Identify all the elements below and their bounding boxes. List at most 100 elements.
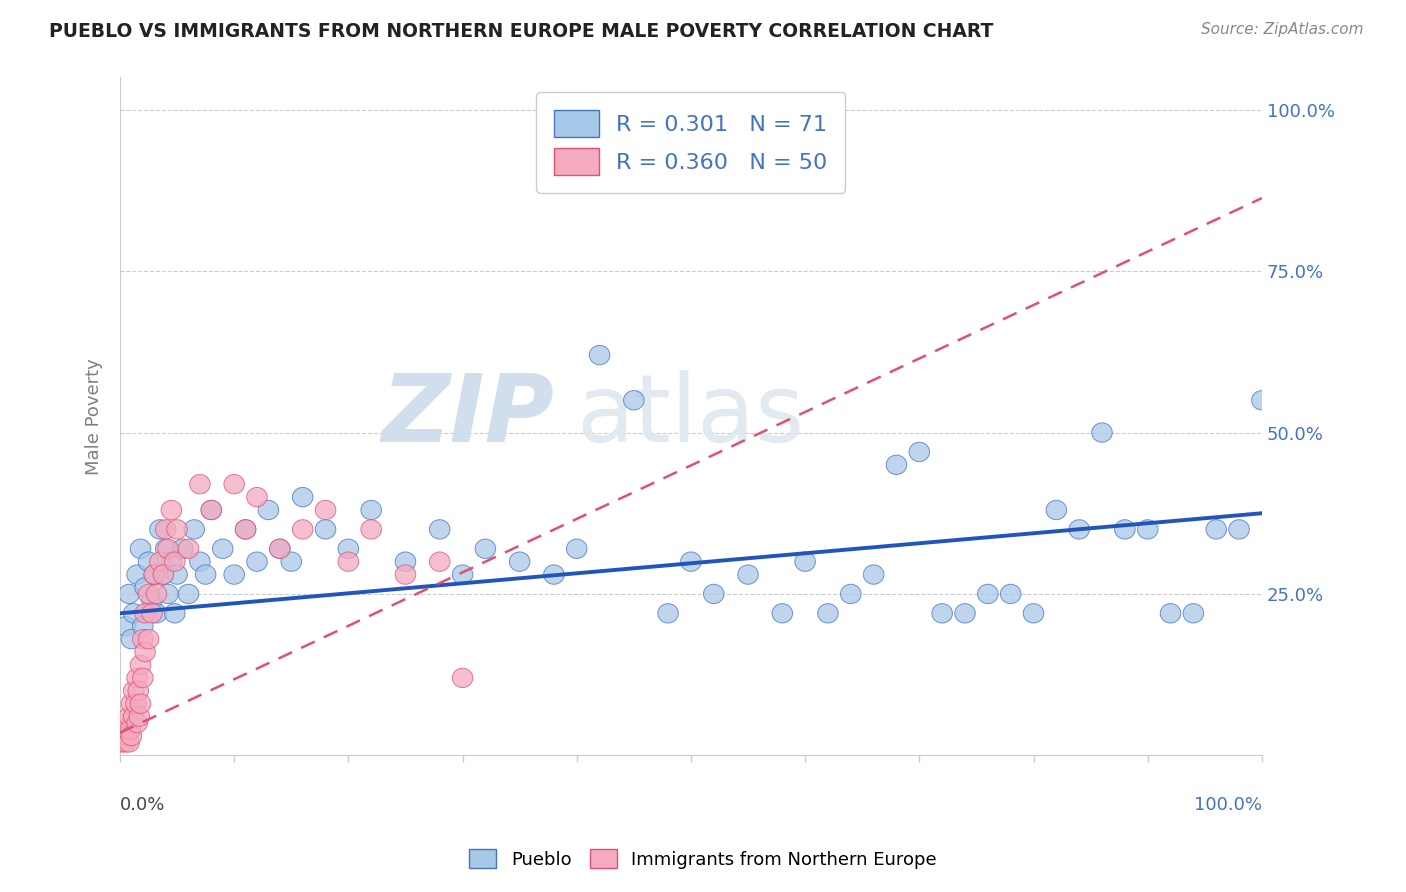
Ellipse shape xyxy=(156,539,176,558)
Ellipse shape xyxy=(201,500,222,520)
Ellipse shape xyxy=(165,552,186,572)
Ellipse shape xyxy=(142,604,162,623)
Ellipse shape xyxy=(138,584,159,604)
Ellipse shape xyxy=(190,552,209,572)
Ellipse shape xyxy=(146,584,167,604)
Ellipse shape xyxy=(772,604,793,623)
Ellipse shape xyxy=(281,552,301,572)
Ellipse shape xyxy=(977,584,998,604)
Ellipse shape xyxy=(738,565,758,584)
Ellipse shape xyxy=(117,714,138,732)
Ellipse shape xyxy=(395,565,416,584)
Ellipse shape xyxy=(567,539,588,558)
Ellipse shape xyxy=(315,520,336,539)
Ellipse shape xyxy=(1069,520,1090,539)
Ellipse shape xyxy=(863,565,884,584)
Legend: Pueblo, Immigrants from Northern Europe: Pueblo, Immigrants from Northern Europe xyxy=(463,842,943,876)
Ellipse shape xyxy=(703,584,724,604)
Ellipse shape xyxy=(135,604,156,623)
Ellipse shape xyxy=(818,604,838,623)
Ellipse shape xyxy=(124,681,143,700)
Ellipse shape xyxy=(120,720,141,739)
Ellipse shape xyxy=(1091,423,1112,442)
Ellipse shape xyxy=(124,707,143,726)
Ellipse shape xyxy=(131,694,150,714)
Ellipse shape xyxy=(127,668,148,688)
Ellipse shape xyxy=(167,520,187,539)
Text: atlas: atlas xyxy=(576,370,806,462)
Ellipse shape xyxy=(955,604,976,623)
Ellipse shape xyxy=(361,520,381,539)
Ellipse shape xyxy=(162,552,181,572)
Text: Source: ZipAtlas.com: Source: ZipAtlas.com xyxy=(1201,22,1364,37)
Ellipse shape xyxy=(1251,391,1272,410)
Ellipse shape xyxy=(120,584,139,604)
Ellipse shape xyxy=(1160,604,1181,623)
Ellipse shape xyxy=(112,726,134,746)
Ellipse shape xyxy=(681,552,702,572)
Ellipse shape xyxy=(1229,520,1250,539)
Ellipse shape xyxy=(146,604,167,623)
Ellipse shape xyxy=(623,391,644,410)
Ellipse shape xyxy=(292,520,314,539)
Ellipse shape xyxy=(259,500,278,520)
Ellipse shape xyxy=(270,539,290,558)
Ellipse shape xyxy=(138,630,159,648)
Ellipse shape xyxy=(132,668,153,688)
Ellipse shape xyxy=(932,604,952,623)
Ellipse shape xyxy=(509,552,530,572)
Ellipse shape xyxy=(132,630,153,648)
Ellipse shape xyxy=(112,732,132,752)
Ellipse shape xyxy=(453,565,472,584)
Ellipse shape xyxy=(132,616,153,636)
Ellipse shape xyxy=(1206,520,1226,539)
Ellipse shape xyxy=(235,520,256,539)
Ellipse shape xyxy=(201,500,222,520)
Ellipse shape xyxy=(453,668,472,688)
Ellipse shape xyxy=(129,707,149,726)
Ellipse shape xyxy=(544,565,564,584)
Ellipse shape xyxy=(195,565,217,584)
Ellipse shape xyxy=(162,500,181,520)
Ellipse shape xyxy=(270,539,290,558)
Ellipse shape xyxy=(224,475,245,494)
Ellipse shape xyxy=(124,604,143,623)
Ellipse shape xyxy=(246,552,267,572)
Ellipse shape xyxy=(886,455,907,475)
Legend: R = 0.301   N = 71, R = 0.360   N = 50: R = 0.301 N = 71, R = 0.360 N = 50 xyxy=(537,92,845,193)
Ellipse shape xyxy=(118,726,138,746)
Ellipse shape xyxy=(841,584,860,604)
Ellipse shape xyxy=(658,604,678,623)
Ellipse shape xyxy=(1001,584,1021,604)
Ellipse shape xyxy=(1024,604,1043,623)
Ellipse shape xyxy=(153,565,173,584)
Ellipse shape xyxy=(131,656,150,674)
Y-axis label: Male Poverty: Male Poverty xyxy=(86,358,103,475)
Ellipse shape xyxy=(138,552,159,572)
Ellipse shape xyxy=(337,539,359,558)
Ellipse shape xyxy=(395,552,416,572)
Ellipse shape xyxy=(246,487,267,507)
Ellipse shape xyxy=(131,539,150,558)
Ellipse shape xyxy=(337,552,359,572)
Ellipse shape xyxy=(235,520,256,539)
Ellipse shape xyxy=(157,584,179,604)
Ellipse shape xyxy=(115,616,136,636)
Ellipse shape xyxy=(429,520,450,539)
Ellipse shape xyxy=(173,539,193,558)
Ellipse shape xyxy=(128,681,149,700)
Text: 100.0%: 100.0% xyxy=(1194,796,1263,814)
Ellipse shape xyxy=(149,520,170,539)
Ellipse shape xyxy=(127,714,148,732)
Ellipse shape xyxy=(120,732,139,752)
Ellipse shape xyxy=(121,630,142,648)
Ellipse shape xyxy=(589,345,610,365)
Ellipse shape xyxy=(910,442,929,461)
Text: ZIP: ZIP xyxy=(381,370,554,462)
Ellipse shape xyxy=(127,565,148,584)
Ellipse shape xyxy=(135,578,156,597)
Ellipse shape xyxy=(142,591,162,610)
Text: PUEBLO VS IMMIGRANTS FROM NORTHERN EUROPE MALE POVERTY CORRELATION CHART: PUEBLO VS IMMIGRANTS FROM NORTHERN EUROP… xyxy=(49,22,994,41)
Ellipse shape xyxy=(179,539,198,558)
Ellipse shape xyxy=(120,707,139,726)
